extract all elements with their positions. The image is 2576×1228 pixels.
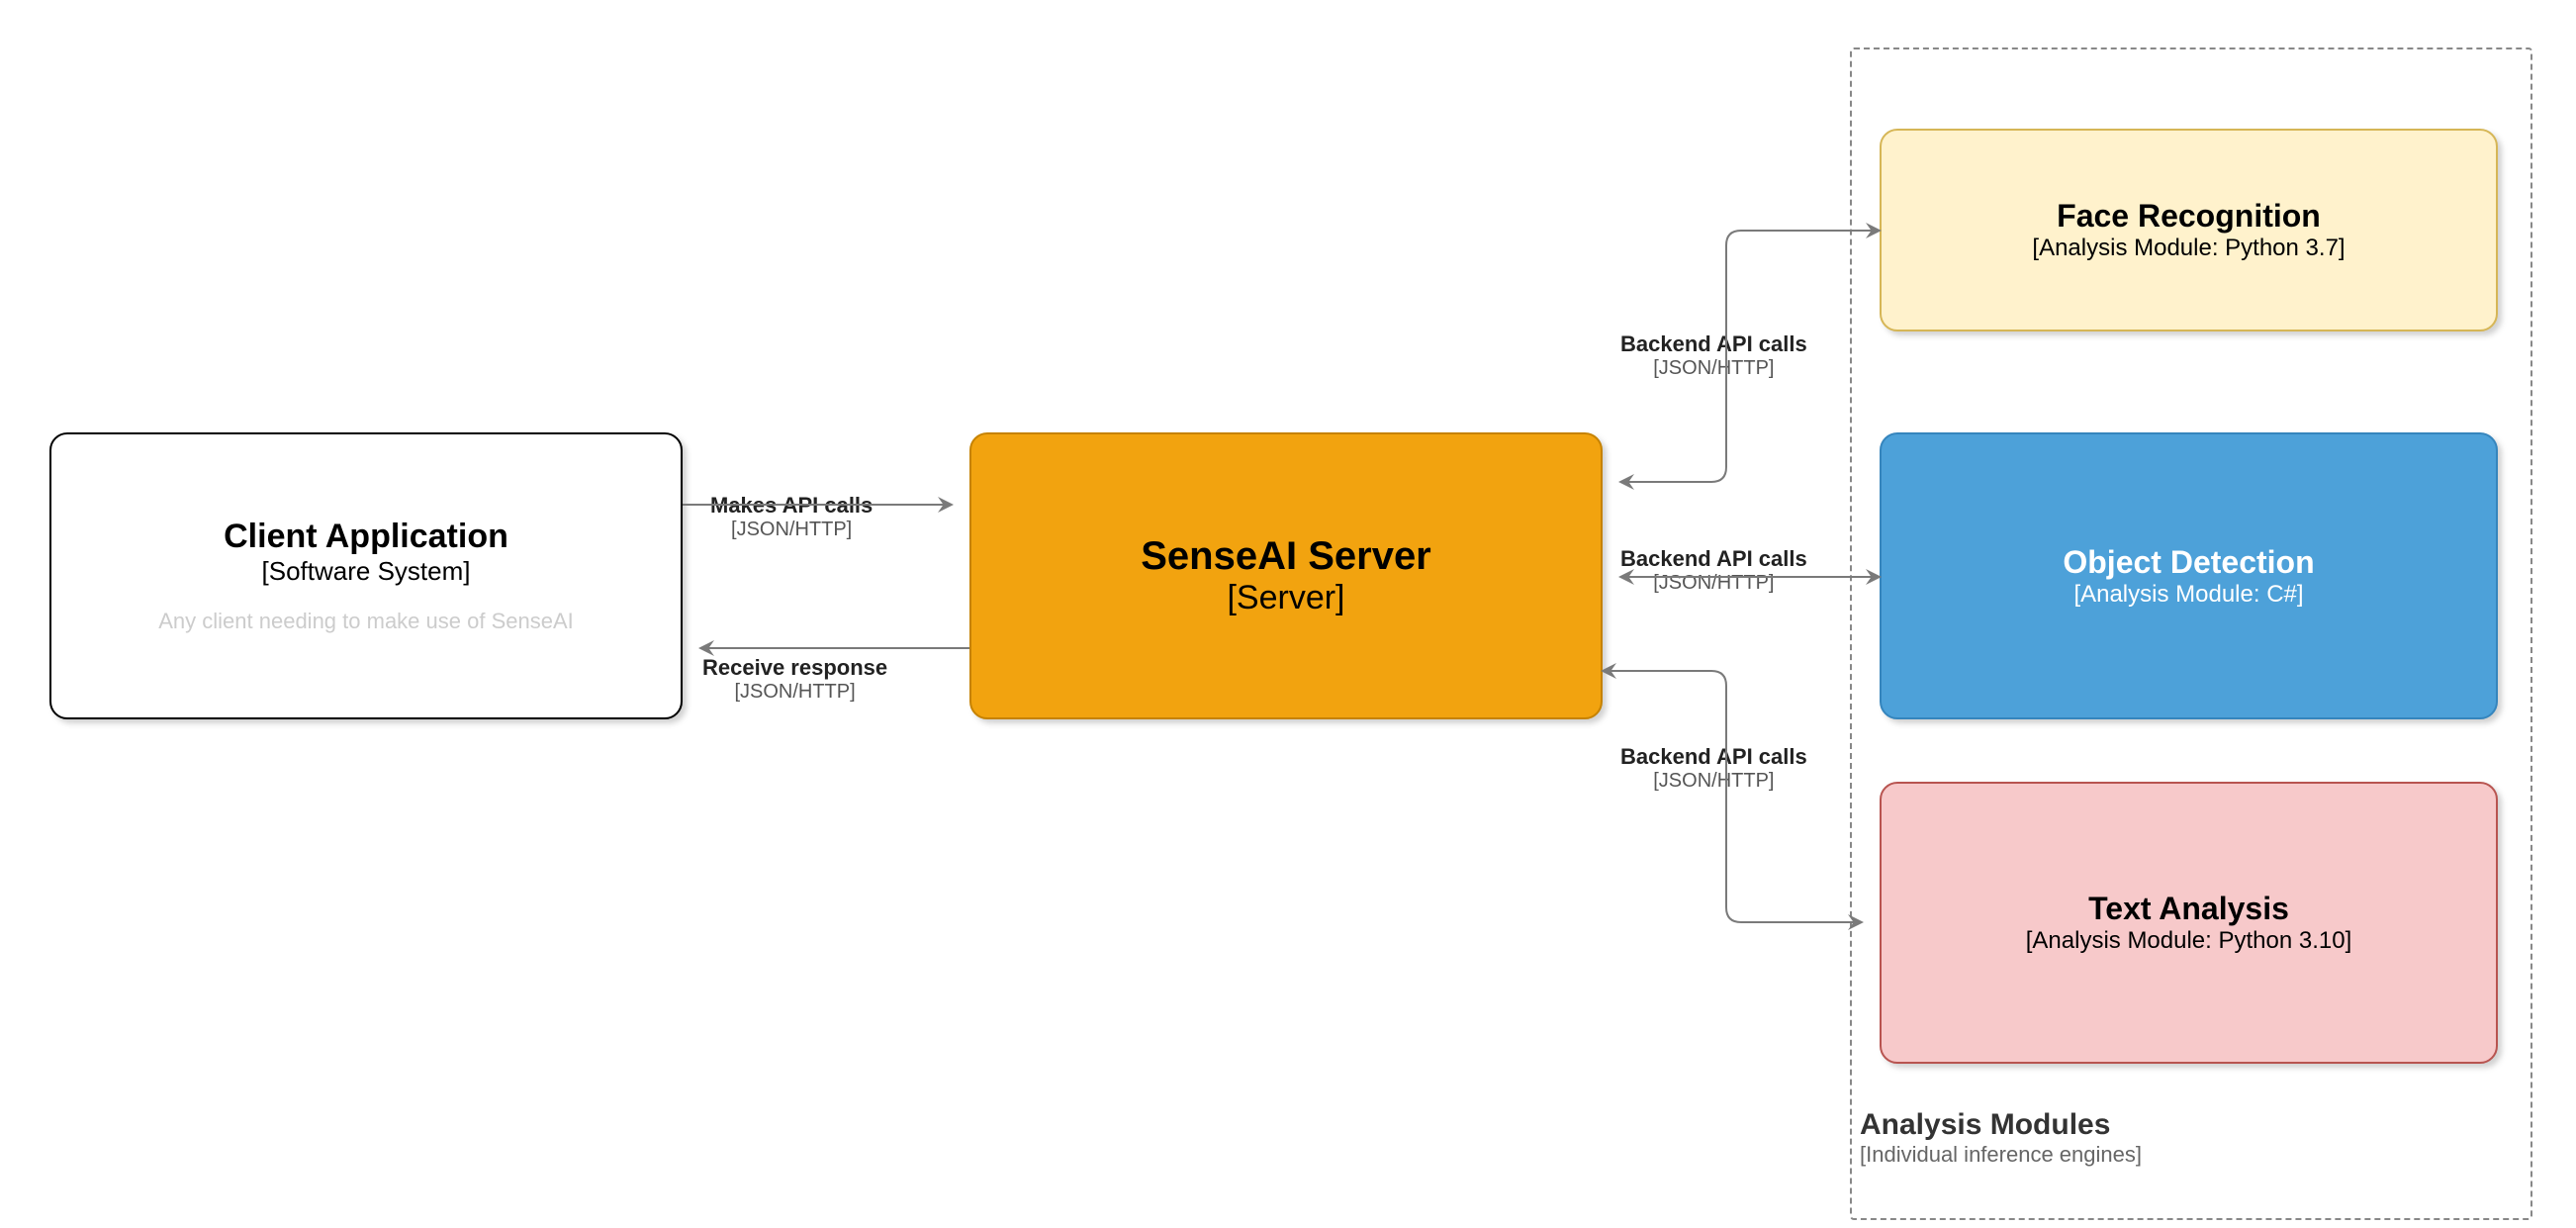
edge-title: Backend API calls [1620,744,1807,770]
face-subtitle: [Analysis Module: Python 3.7] [2032,235,2345,262]
edge-title: Backend API calls [1620,546,1807,572]
object-title: Object Detection [2063,544,2314,581]
face-recognition-node: Face Recognition [Analysis Module: Pytho… [1880,129,2498,331]
analysis-modules-title: Analysis Modules [1860,1108,2142,1142]
text-subtitle: [Analysis Module: Python 3.10] [2026,927,2352,955]
senseai-server-node: SenseAI Server [Server] [969,432,1603,719]
edge-subtitle: [JSON/HTTP] [1620,770,1807,793]
edge-label-backend-object: Backend API calls [JSON/HTTP] [1620,546,1807,595]
face-title: Face Recognition [2057,198,2321,235]
client-subtitle: [Software System] [262,556,471,587]
text-title: Text Analysis [2088,891,2289,927]
analysis-modules-label: Analysis Modules [Individual inference e… [1860,1108,2142,1168]
client-application-node: Client Application [Software System] Any… [49,432,683,719]
edge-subtitle: [JSON/HTTP] [1620,572,1807,595]
object-subtitle: [Analysis Module: C#] [2073,581,2303,609]
edge-label-backend-face: Backend API calls [JSON/HTTP] [1620,331,1807,380]
edge-title: Receive response [702,655,887,681]
server-title: SenseAI Server [1141,534,1431,579]
object-detection-node: Object Detection [Analysis Module: C#] [1880,432,2498,719]
edge-label-makes-api-calls: Makes API calls [JSON/HTTP] [710,493,873,541]
edge-label-backend-text: Backend API calls [JSON/HTTP] [1620,744,1807,793]
diagram-canvas: Analysis Modules [Individual inference e… [0,0,2576,1228]
client-desc: Any client needing to make use of SenseA… [158,609,573,634]
edge-label-receive-response: Receive response [JSON/HTTP] [702,655,887,704]
edge-title: Makes API calls [710,493,873,519]
client-title: Client Application [224,518,508,556]
analysis-modules-subtitle: [Individual inference engines] [1860,1142,2142,1168]
edge-subtitle: [JSON/HTTP] [702,681,887,704]
text-analysis-node: Text Analysis [Analysis Module: Python 3… [1880,782,2498,1064]
edge-subtitle: [JSON/HTTP] [710,519,873,541]
edge-subtitle: [JSON/HTTP] [1620,357,1807,380]
edge-title: Backend API calls [1620,331,1807,357]
server-subtitle: [Server] [1227,579,1344,617]
